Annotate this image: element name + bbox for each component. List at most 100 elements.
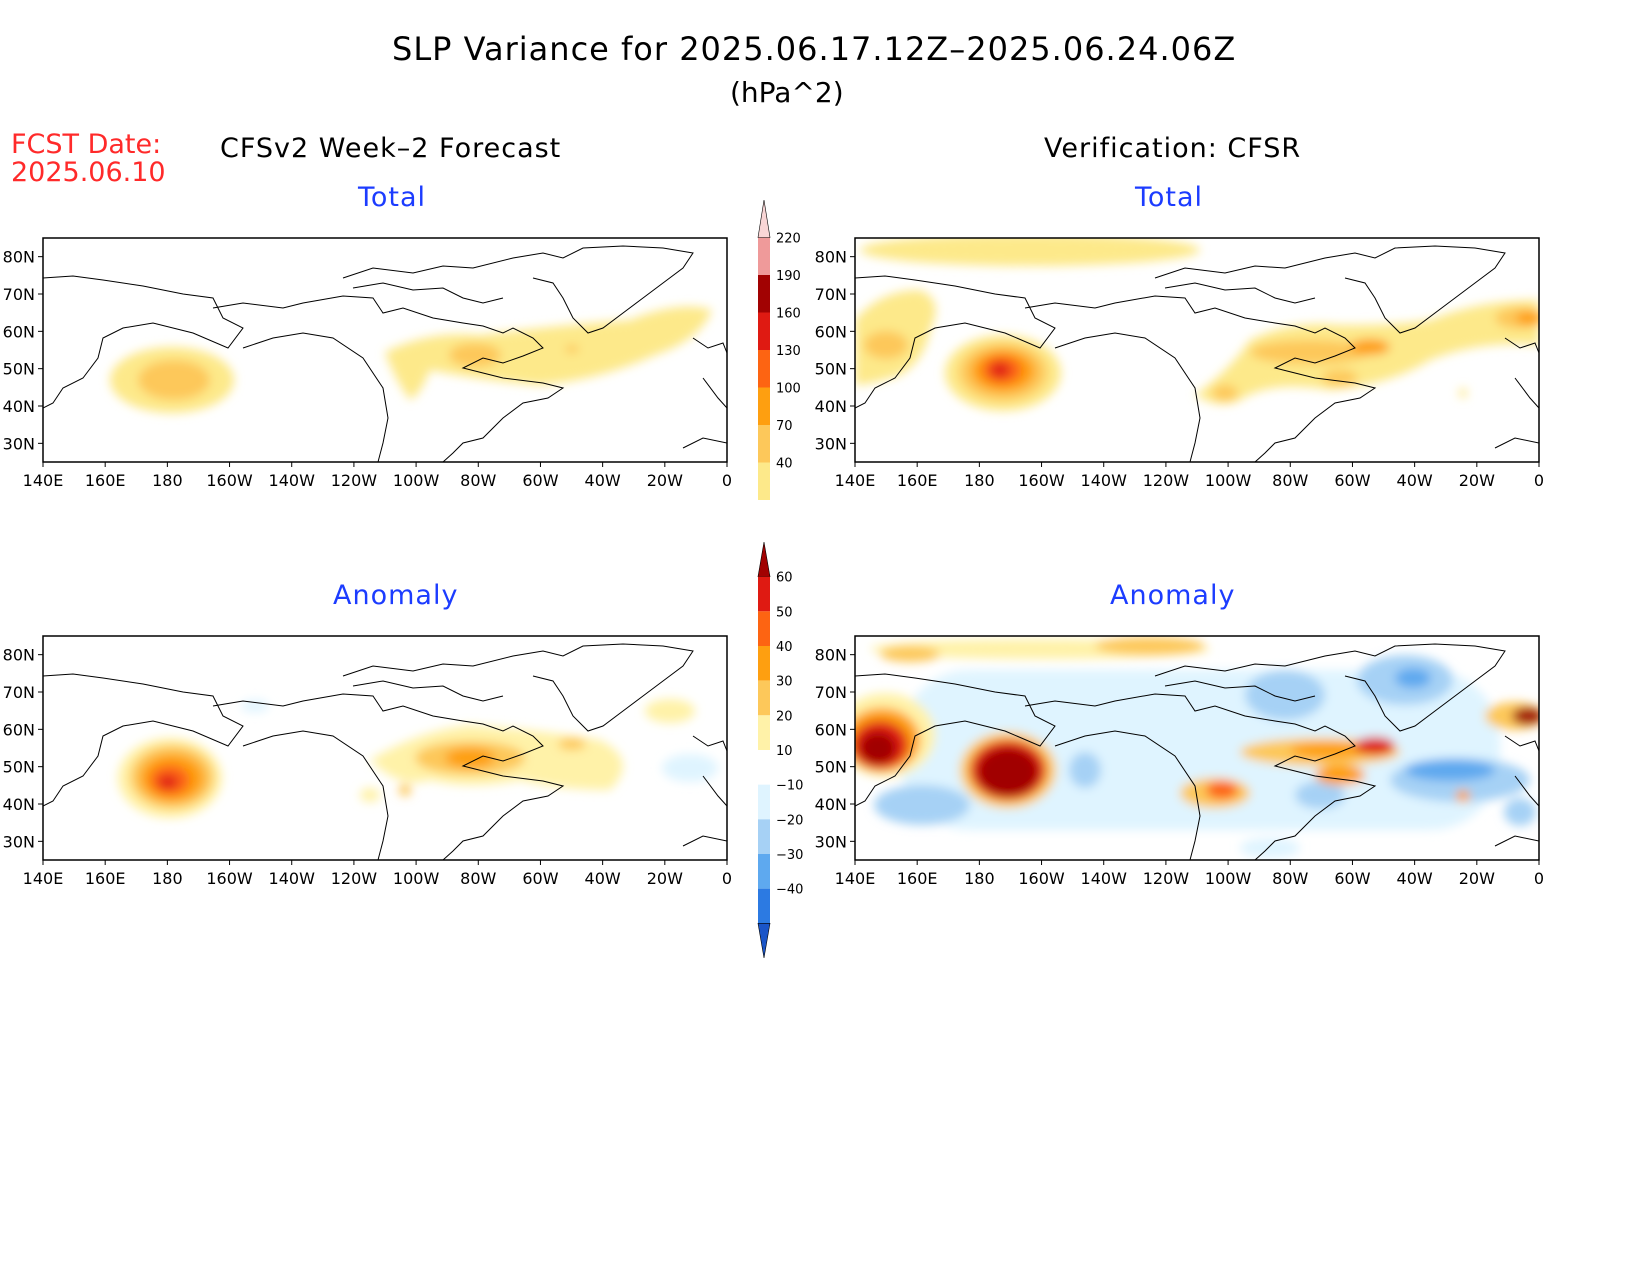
colorbar-label: 30: [776, 675, 793, 690]
lat-label: 50N: [815, 360, 847, 379]
coastline: [855, 275, 1056, 409]
lon-label: 140W: [269, 869, 316, 888]
forecast-heading: CFSv2 Week–2 Forecast: [220, 133, 562, 164]
field-contour: [978, 748, 1038, 796]
lon-label: 140E: [835, 471, 876, 490]
coastlines: [43, 245, 1539, 860]
lat-label: 30N: [3, 832, 35, 851]
coastline: [352, 680, 504, 702]
coastline: [212, 295, 565, 462]
lat-label: 50N: [815, 758, 847, 777]
field-contour: [860, 238, 1200, 266]
coastline: [242, 332, 389, 462]
lat-label: 70N: [3, 285, 35, 304]
colorbar-label: 40: [776, 457, 793, 472]
field-contour: [1240, 838, 1300, 858]
lat-label: 50N: [3, 758, 35, 777]
lon-label: 80W: [1272, 471, 1308, 490]
colorbar-label: −30: [776, 848, 803, 863]
verification-total-map: [855, 238, 1539, 411]
lon-label: 180: [964, 471, 995, 490]
field-contour: [645, 699, 695, 723]
lon-label: 0: [722, 471, 732, 490]
forecast-total-field: [110, 306, 712, 413]
coastline: [1514, 775, 1539, 807]
figure-title: SLP Variance for 2025.06.17.12Z–2025.06.…: [392, 30, 1237, 68]
field-contour: [138, 360, 210, 400]
lon-label: 160W: [1018, 471, 1065, 490]
lon-label: 120W: [1143, 869, 1190, 888]
lat-label: 70N: [815, 285, 847, 304]
lon-label: 160E: [85, 471, 126, 490]
panel-frame: [42, 237, 728, 463]
lat-label: 80N: [3, 248, 35, 267]
lon-label: 40W: [1397, 471, 1433, 490]
field-contour: [990, 362, 1010, 378]
total-colorbar: 40 70 100 130 160 190 220: [757, 199, 801, 500]
coastline: [855, 673, 1056, 807]
coastline: [1164, 680, 1316, 702]
coastline: [682, 835, 727, 847]
lon-label: 140W: [269, 471, 316, 490]
lon-label: 20W: [647, 869, 683, 888]
lon-label: 100W: [1205, 471, 1252, 490]
field-contour: [565, 345, 579, 353]
field-contour: [1459, 388, 1467, 398]
colorbar-label: 130: [776, 344, 801, 359]
anomaly-colorbar: 60 50 40 30 20 10 −10 −20 −30 −40: [757, 541, 803, 959]
field-contour: [445, 748, 495, 768]
coastline-set: [855, 245, 1539, 462]
field-contour: [1405, 759, 1495, 781]
lon-label: 100W: [1205, 869, 1252, 888]
field-contour: [1212, 385, 1238, 401]
coastline: [1154, 643, 1506, 732]
forecast-anomaly-title: Anomaly: [333, 580, 459, 611]
colorbar-label: −10: [776, 779, 803, 794]
panel-frames: [42, 237, 1540, 861]
coastline: [682, 437, 727, 449]
colorbar-swatch: [758, 462, 770, 500]
coastline: [1024, 295, 1377, 462]
panel-frame: [854, 635, 1540, 861]
lat-label: 40N: [815, 397, 847, 416]
colorbar-label: 50: [776, 605, 793, 620]
lon-label: 160E: [897, 869, 938, 888]
coastline: [43, 673, 244, 807]
coastline: [212, 693, 565, 860]
colorbar-label: 220: [776, 232, 801, 247]
colorbar-swatch: [758, 646, 770, 681]
colorbar-label: 160: [776, 307, 801, 322]
coastline: [1494, 437, 1539, 449]
field-contour: [558, 738, 586, 750]
lon-label: 140E: [23, 471, 64, 490]
axis-ticks: 80N 70N 60N 50N 40N 30N 140E 160E 180 160W 140W 120…: [3, 248, 1544, 888]
lon-label: 40W: [585, 471, 621, 490]
lon-label: 60W: [522, 471, 558, 490]
colorbar-swatch: [758, 784, 770, 820]
lat-label: 50N: [3, 360, 35, 379]
field-contour: [1516, 311, 1539, 325]
lon-label: 80W: [1272, 869, 1308, 888]
coastline-set: [855, 643, 1539, 860]
lat-label: 70N: [3, 683, 35, 702]
field-contour: [1315, 765, 1365, 785]
lon-label: 100W: [393, 471, 440, 490]
colorbar-label: 10: [776, 744, 793, 759]
lon-label: 160W: [206, 869, 253, 888]
coastline: [342, 643, 694, 732]
coastline: [342, 245, 694, 334]
colorbar-label: 100: [776, 382, 801, 397]
units-label: (hPa^2): [730, 76, 844, 109]
lon-label: 180: [152, 869, 183, 888]
lon-label: 140W: [1081, 869, 1128, 888]
coastline: [242, 730, 389, 860]
field-contour: [880, 646, 940, 662]
forecast-anomaly-field: [118, 699, 718, 818]
field-contour: [1069, 752, 1101, 788]
lon-label: 60W: [1334, 471, 1370, 490]
field-contour: [360, 788, 380, 802]
colorbar-label: −20: [776, 813, 803, 828]
colorbar-swatch: [758, 715, 770, 750]
field-contour: [1395, 668, 1431, 688]
colorbar-swatch: [758, 387, 770, 425]
